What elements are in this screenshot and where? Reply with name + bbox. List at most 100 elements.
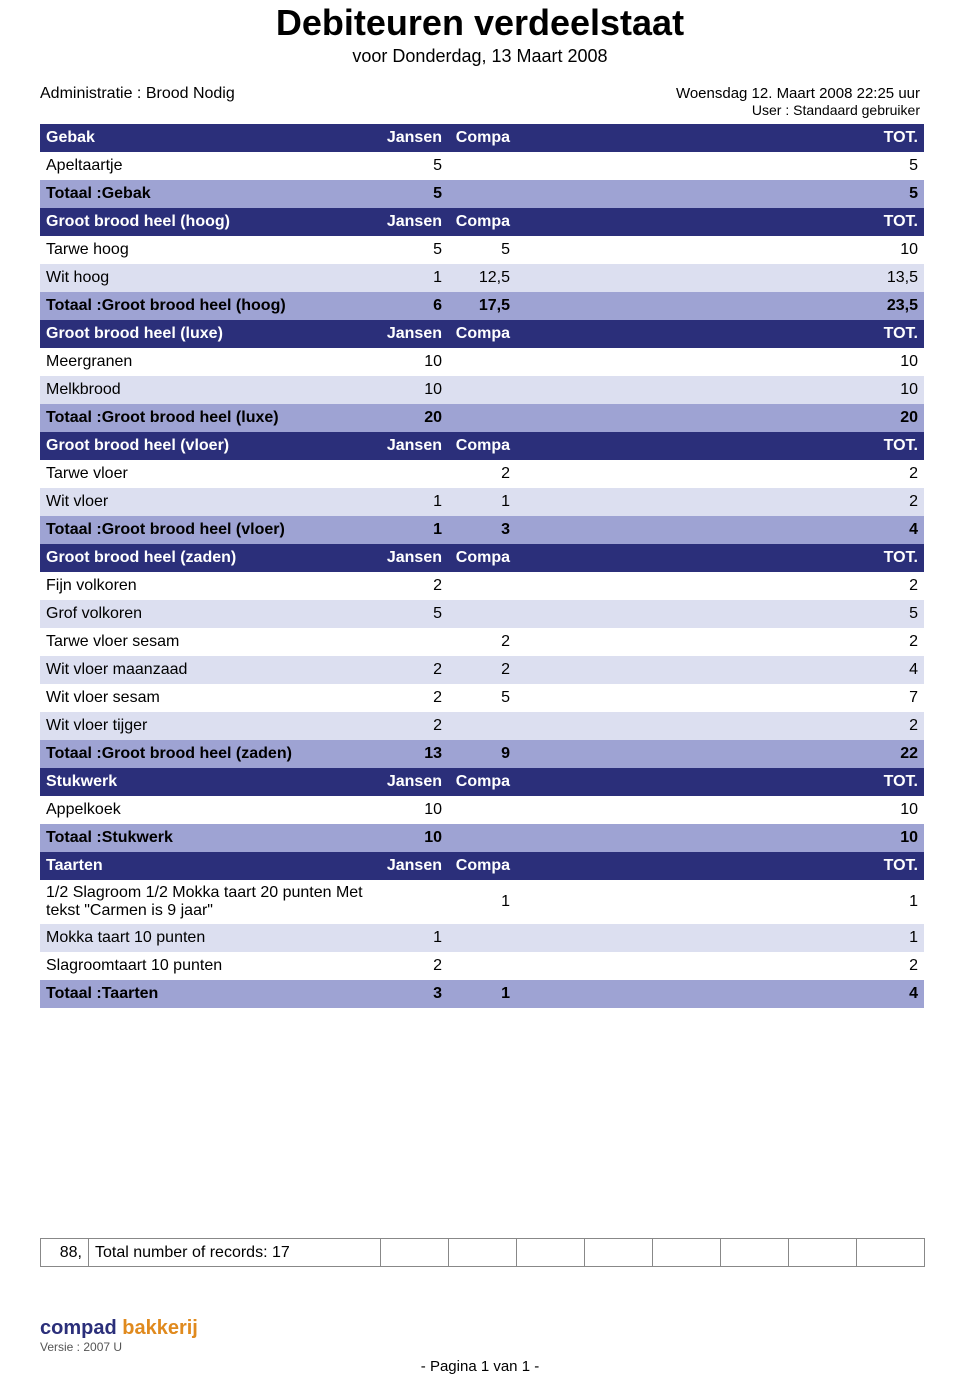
cell-value <box>448 404 516 432</box>
row-label: 1/2 Slagroom 1/2 Mokka taart 20 punten M… <box>40 880 380 924</box>
col-header <box>584 124 652 152</box>
col-header-total: TOT. <box>856 852 924 880</box>
cell-value: 20 <box>380 404 448 432</box>
cell-value <box>720 516 788 544</box>
cell-value <box>788 152 856 180</box>
cell-value <box>788 880 856 924</box>
cell-value <box>788 348 856 376</box>
col-header: Compa <box>448 432 516 460</box>
cell-total: 10 <box>856 796 924 824</box>
cell-value <box>516 516 584 544</box>
col-header-total: TOT. <box>856 768 924 796</box>
row-label: Groot brood heel (hoog) <box>40 208 380 236</box>
cell-value <box>584 880 652 924</box>
cell-value <box>652 656 720 684</box>
cell-total: 2 <box>856 572 924 600</box>
brand-part2: bakkerij <box>122 1317 198 1339</box>
cell-value <box>584 460 652 488</box>
cell-value <box>584 292 652 320</box>
col-header <box>788 852 856 880</box>
col-header-total: TOT. <box>856 320 924 348</box>
cell-total: 10 <box>856 236 924 264</box>
cell-value <box>788 924 856 952</box>
col-header <box>516 852 584 880</box>
row-label: Gebak <box>40 124 380 152</box>
row-label: Groot brood heel (zaden) <box>40 544 380 572</box>
cell-value <box>720 824 788 852</box>
cell-value <box>584 376 652 404</box>
cell-value <box>448 180 516 208</box>
cell-value <box>516 488 584 516</box>
col-header <box>720 768 788 796</box>
cell-value <box>652 572 720 600</box>
cell-value <box>652 348 720 376</box>
cell-value <box>720 952 788 980</box>
cell-value <box>720 628 788 656</box>
cell-value <box>516 656 584 684</box>
row-label: Wit vloer <box>40 488 380 516</box>
cell-value: 2 <box>380 656 448 684</box>
cell-value <box>448 824 516 852</box>
cell-value <box>584 404 652 432</box>
table-row: Totaal :Groot brood heel (hoog)617,523,5 <box>40 292 924 320</box>
cell-value: 2 <box>448 656 516 684</box>
cell-value <box>584 516 652 544</box>
cell-value <box>788 656 856 684</box>
cell-value <box>720 712 788 740</box>
cell-value: 2 <box>380 684 448 712</box>
row-label: Wit hoog <box>40 264 380 292</box>
col-header <box>584 544 652 572</box>
cell-value <box>720 572 788 600</box>
col-header <box>516 124 584 152</box>
cell-value: 2 <box>380 712 448 740</box>
col-header <box>720 124 788 152</box>
cell-value: 1 <box>380 516 448 544</box>
col-header <box>516 544 584 572</box>
data-table: GebakJansenCompaTOT.Apeltaartje55Totaal … <box>40 124 924 1008</box>
cell-value <box>516 572 584 600</box>
cell-value <box>788 180 856 208</box>
table-row: Totaal :Groot brood heel (luxe)2020 <box>40 404 924 432</box>
cell-total: 23,5 <box>856 292 924 320</box>
col-header: Compa <box>448 544 516 572</box>
col-header: Jansen <box>380 544 448 572</box>
cell-value <box>380 628 448 656</box>
cell-value: 5 <box>380 600 448 628</box>
col-header <box>720 852 788 880</box>
col-header <box>516 208 584 236</box>
cell-value: 10 <box>380 376 448 404</box>
cell-total: 13,5 <box>856 264 924 292</box>
table-row: Wit vloer112 <box>40 488 924 516</box>
col-header <box>652 768 720 796</box>
col-header: Compa <box>448 320 516 348</box>
brand-part1: compad <box>40 1317 117 1339</box>
col-header: Compa <box>448 208 516 236</box>
cell-value <box>448 376 516 404</box>
cell-value <box>516 740 584 768</box>
cell-value <box>516 348 584 376</box>
cell-value <box>652 152 720 180</box>
col-header-total: TOT. <box>856 208 924 236</box>
table-row: Totaal :Gebak55 <box>40 180 924 208</box>
cell-value <box>584 264 652 292</box>
cell-value: 13 <box>380 740 448 768</box>
cell-value <box>380 460 448 488</box>
col-header <box>652 208 720 236</box>
page-number: - Pagina 1 van 1 - <box>40 1358 920 1375</box>
cell-value <box>720 796 788 824</box>
row-label: Totaal :Gebak <box>40 180 380 208</box>
table-row: Groot brood heel (zaden)JansenCompaTOT. <box>40 544 924 572</box>
table-row: Groot brood heel (vloer)JansenCompaTOT. <box>40 432 924 460</box>
cell-value <box>788 684 856 712</box>
admin-label: Administratie : Brood Nodig <box>40 85 235 118</box>
table-row: Tarwe hoog5510 <box>40 236 924 264</box>
cell-value <box>448 924 516 952</box>
table-row: TaartenJansenCompaTOT. <box>40 852 924 880</box>
cell-total: 20 <box>856 404 924 432</box>
col-header <box>788 544 856 572</box>
cell-total: 2 <box>856 952 924 980</box>
row-label: Groot brood heel (luxe) <box>40 320 380 348</box>
cell-value <box>788 952 856 980</box>
table-row: Wit hoog112,513,5 <box>40 264 924 292</box>
cell-total: 22 <box>856 740 924 768</box>
